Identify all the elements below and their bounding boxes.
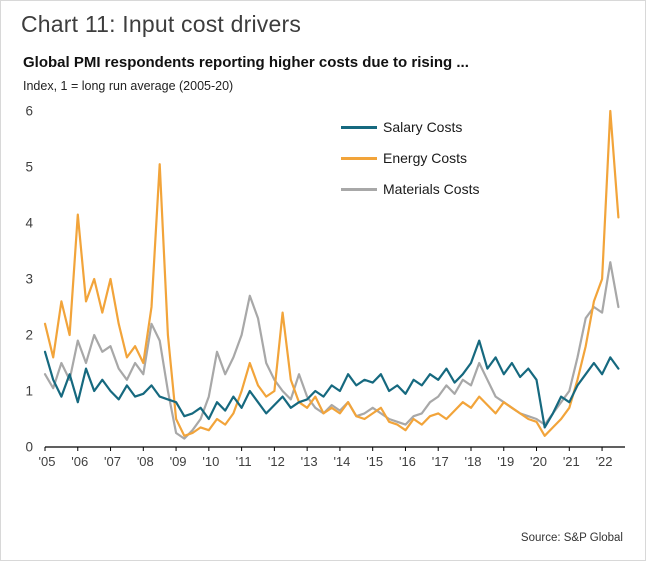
legend-entry-materials: Materials Costs [341,181,479,197]
svg-text:'14: '14 [333,454,350,469]
svg-text:'19: '19 [497,454,514,469]
legend-entry-salary: Salary Costs [341,119,479,135]
svg-text:6: 6 [25,104,33,119]
svg-text:'06: '06 [71,454,88,469]
legend-label-materials: Materials Costs [383,181,480,197]
svg-text:'10: '10 [202,454,219,469]
legend-label-energy: Energy Costs [383,150,468,166]
svg-text:'20: '20 [530,454,547,469]
chart-legend: Salary Costs Energy Costs Materials Cost… [341,119,479,197]
energy-line-swatch-icon [341,156,377,160]
svg-text:'22: '22 [596,454,613,469]
svg-text:'07: '07 [104,454,121,469]
source-note: Source: S&P Global [520,532,623,544]
line-chart: 0 1 2 3 4 5 6 '05 '06 '07 '08 '09 '10 '11 '12 '13 '14 '15… [11,97,637,489]
svg-text:'17: '17 [432,454,449,469]
svg-text:'15: '15 [366,454,383,469]
legend-label-salary: Salary Costs [383,119,463,135]
svg-text:'05: '05 [39,454,56,469]
materials-line-swatch-icon [341,187,377,191]
svg-text:4: 4 [25,216,33,231]
svg-text:1: 1 [25,384,33,399]
page-title: Chart 11: Input cost drivers [21,11,302,37]
salary-line-swatch-icon [341,125,377,129]
chart-plot-area: 0 1 2 3 4 5 6 '05 '06 '07 '08 '09 '10 '11 '12 '13 '14 '15… [25,104,625,469]
svg-text:'18: '18 [465,454,482,469]
svg-text:'13: '13 [301,454,318,469]
svg-text:2: 2 [25,328,33,343]
svg-text:'12: '12 [268,454,285,469]
chart-subtitle: Global PMI respondents reporting higher … [23,54,469,71]
svg-text:5: 5 [25,160,33,175]
svg-text:'08: '08 [137,454,154,469]
svg-text:3: 3 [25,272,33,287]
svg-text:0: 0 [25,440,33,455]
svg-text:'11: '11 [236,454,252,469]
legend-entry-energy: Energy Costs [341,150,479,166]
svg-text:'16: '16 [399,454,416,469]
axis-note: Index, 1 = long run average (2005-20) [23,79,234,93]
svg-text:'21: '21 [563,454,580,469]
svg-text:'09: '09 [170,454,187,469]
